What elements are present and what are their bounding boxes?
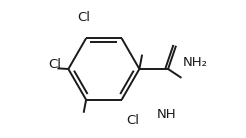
Text: NH: NH — [157, 108, 177, 121]
Text: Cl: Cl — [48, 58, 61, 71]
Text: NH₂: NH₂ — [183, 56, 208, 69]
Text: Cl: Cl — [77, 11, 91, 24]
Text: Cl: Cl — [127, 114, 140, 127]
